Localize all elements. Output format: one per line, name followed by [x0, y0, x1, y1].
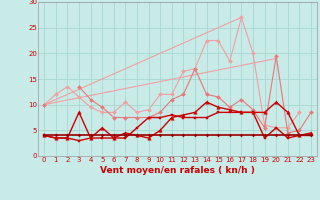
X-axis label: Vent moyen/en rafales ( kn/h ): Vent moyen/en rafales ( kn/h ) [100, 166, 255, 175]
